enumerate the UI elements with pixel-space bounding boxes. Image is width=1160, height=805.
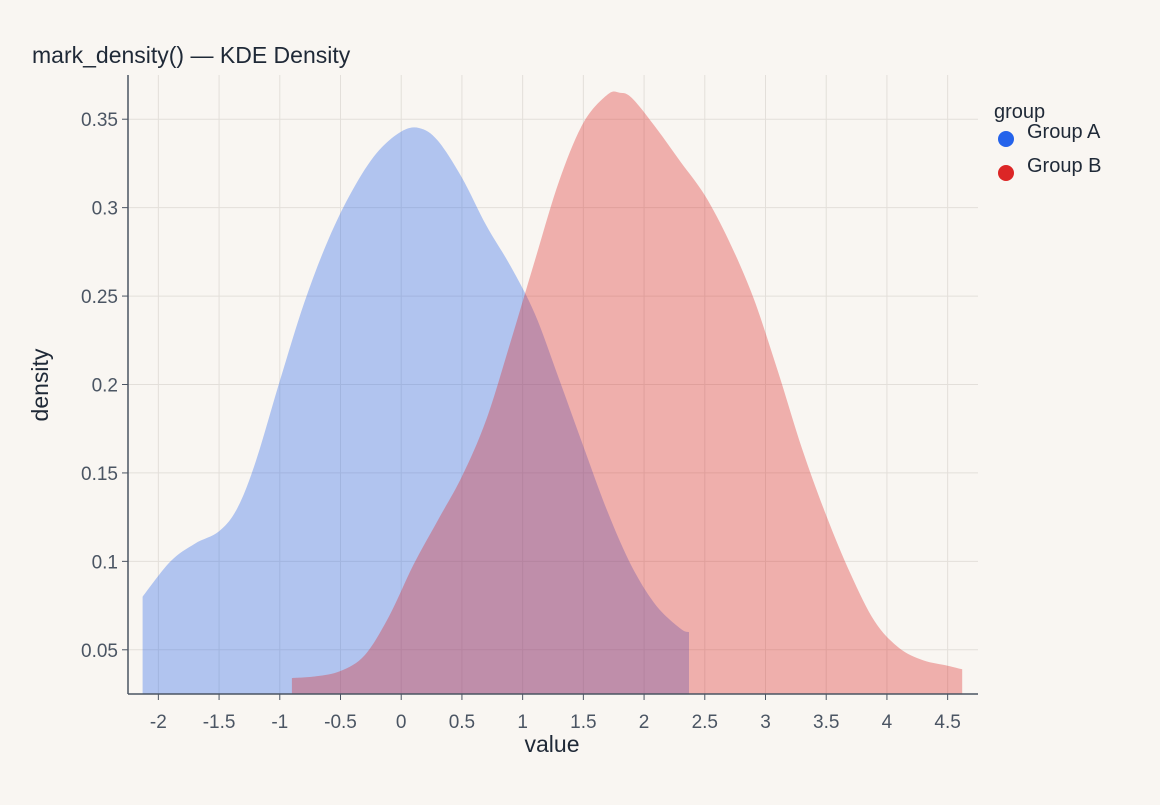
y-tick-label: 0.2 [92,376,118,397]
legend-swatch-group-b [998,165,1014,181]
x-axis-label: value [525,731,580,757]
x-tick-label: 4 [882,712,893,733]
grid [128,75,978,694]
x-tick-label: 2.5 [692,712,718,733]
x-tick-label: -1.5 [203,712,236,733]
x-tick-label: 4.5 [934,712,960,733]
x-axis-ticks: -2 -1.5 -1 -0.5 0 0.5 1 1.5 2 2.5 3 3.5 4 4.5 [150,694,961,733]
legend-item-group-a: Group A [998,121,1101,147]
y-tick-label: 0.1 [92,552,118,573]
chart-title: mark_density() — KDE Density [32,42,351,68]
x-tick-label: -1 [271,712,288,733]
legend-swatch-group-a [998,131,1014,147]
x-tick-label: 1 [517,712,528,733]
y-axis-ticks: 0.05 0.1 0.15 0.2 0.25 0.3 0.35 [81,110,128,662]
y-tick-label: 0.35 [81,110,118,131]
x-tick-label: 2 [639,712,650,733]
y-tick-label: 0.15 [81,464,118,485]
density-area-group-b [291,91,963,695]
legend-label-group-b: Group B [1027,155,1101,177]
density-areas [142,91,963,695]
x-tick-label: 0.5 [449,712,475,733]
legend: group Group A Group B [994,101,1101,181]
x-tick-label: 1.5 [570,712,596,733]
x-tick-label: -0.5 [324,712,357,733]
x-tick-label: -2 [150,712,167,733]
legend-item-group-b: Group B [998,155,1101,181]
y-axis-label: density [27,348,53,421]
x-tick-label: 3 [760,712,771,733]
legend-label-group-a: Group A [1027,121,1101,143]
x-tick-label: 3.5 [813,712,839,733]
legend-title: group [994,101,1045,123]
y-tick-label: 0.25 [81,287,118,308]
density-area-group-a [142,127,690,695]
x-tick-label: 0 [396,712,407,733]
y-tick-label: 0.05 [81,641,118,662]
y-tick-label: 0.3 [92,199,118,220]
